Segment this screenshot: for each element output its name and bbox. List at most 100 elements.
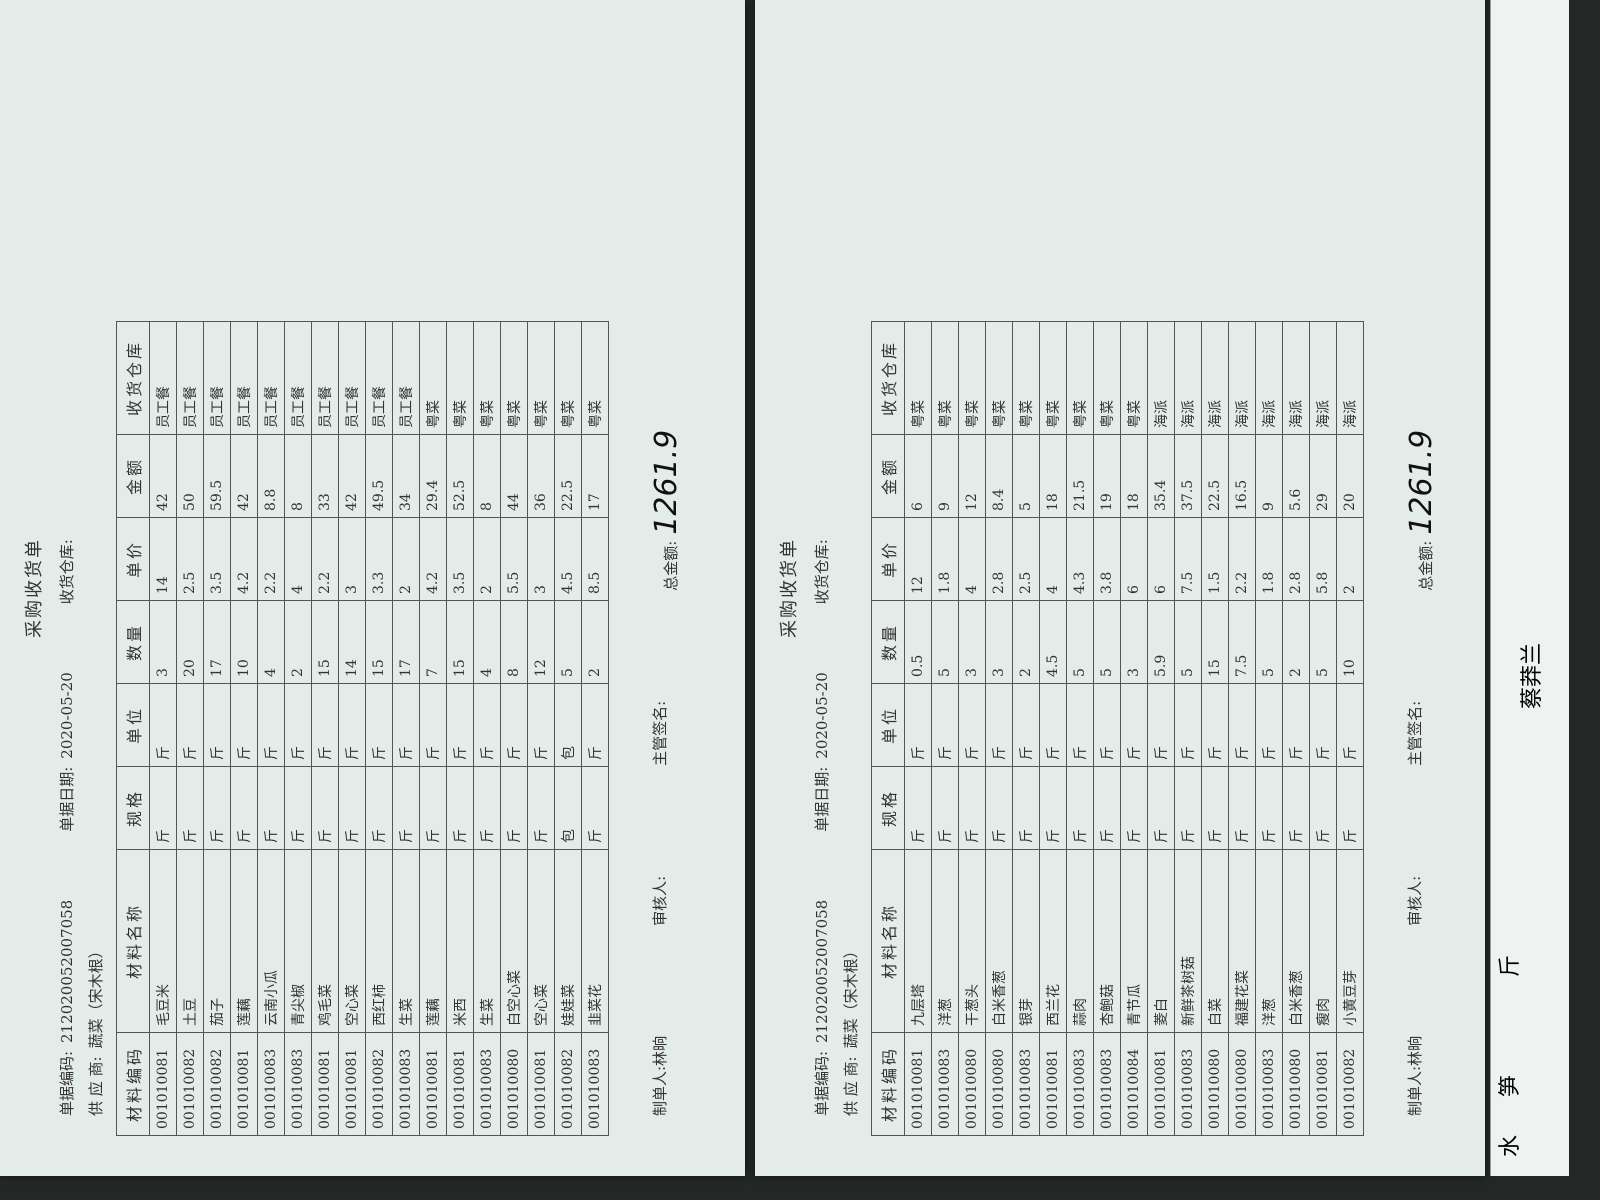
table-cell: 洋葱 <box>1255 849 1283 1033</box>
table-cell: 海派 <box>1309 321 1337 435</box>
table-cell: 瘦肉 <box>1309 849 1337 1033</box>
supervisor-label: 主管签名: <box>1406 700 1424 766</box>
supplier-label: 供 应 商: <box>842 1056 860 1116</box>
table-cell: 粤菜 <box>1093 321 1121 435</box>
table-cell: 云南小瓜 <box>257 849 285 1033</box>
table-row: 001010081 米西斤斤 15 3.5 52.5 粤菜 <box>446 321 474 1136</box>
table-row: 001010080 干葱头斤斤 3 4 12 粤菜 <box>958 321 986 1136</box>
table-cell: 15 <box>446 600 474 684</box>
column-header: 材料编码 <box>871 1032 905 1136</box>
table-cell: 九层塔 <box>904 849 932 1033</box>
table-cell: 6 <box>1147 517 1175 601</box>
table-cell: 斤 <box>985 683 1013 767</box>
table-cell: 001010083 <box>473 1032 501 1136</box>
table-cell: 斤 <box>1093 683 1121 767</box>
table-cell: 斤 <box>1228 766 1256 850</box>
footer-field: 主管签名: <box>1404 701 1439 766</box>
table-cell: 001010082 <box>554 1032 582 1136</box>
table-cell: 001010081 <box>1039 1032 1067 1136</box>
table-row: 001010084 青节瓜斤斤 3 6 18 粤菜 <box>1120 321 1148 1136</box>
table-cell: 空心菜 <box>338 849 366 1033</box>
date: 2020-05-20 <box>813 672 831 759</box>
table-row: 001010083 洋葱斤斤 5 1.8 9 粤菜 <box>931 321 959 1136</box>
footer-field: 制单人:林晌 <box>1404 1036 1439 1116</box>
table-cell: 粤菜 <box>554 321 582 435</box>
strip-text: 笋 <box>1498 1074 1524 1098</box>
table-cell: 斤 <box>1282 683 1310 767</box>
table-cell: 1.8 <box>1255 517 1283 601</box>
table-cell: 12 <box>904 517 932 601</box>
table-cell: 5 <box>554 600 582 684</box>
table-cell: 4.2 <box>230 517 258 601</box>
table-cell: 青节瓜 <box>1120 849 1148 1033</box>
maker-label: 制单人: <box>1406 1065 1424 1116</box>
table-cell: 15 <box>365 600 393 684</box>
table-cell: 斤 <box>284 683 312 767</box>
table-cell: 001010080 <box>958 1032 986 1136</box>
strip-text: 水 <box>1498 1134 1524 1158</box>
table-cell: 33 <box>311 434 339 518</box>
table-cell: 29.4 <box>419 434 447 518</box>
table-cell: 斤 <box>527 683 555 767</box>
table-cell: 3 <box>958 600 986 684</box>
table-cell: 42 <box>338 434 366 518</box>
table-row: 001010082 土豆斤斤 20 2.5 50 员工餐 <box>176 321 204 1136</box>
footer-field: 主管签名: <box>649 701 684 766</box>
table-cell: 18 <box>1120 434 1148 518</box>
table-cell: 001010083 <box>1093 1032 1121 1136</box>
meta-field: 单据编码: 212020052007058 <box>56 892 77 1116</box>
date: 2020-05-20 <box>58 672 76 759</box>
table-cell: 斤 <box>1255 683 1283 767</box>
table-cell: 001010083 <box>1174 1032 1202 1136</box>
receipt-table: 材料编码 材料名称 规格 单位 数量 单价 金额 收货仓库 001010081 九层塔斤斤 0.5 1… <box>871 321 1364 1136</box>
table-row: 001010083 洋葱斤斤 5 1.8 9 海派 <box>1255 321 1283 1136</box>
column-header: 材料编码 <box>116 1032 150 1136</box>
date-label: 单据日期: <box>58 766 76 832</box>
table-cell: 29 <box>1309 434 1337 518</box>
table-cell: 粤菜 <box>446 321 474 435</box>
table-row: 001010081 空心菜斤斤 12 3 36 粤菜 <box>527 321 555 1136</box>
table-cell: 粤菜 <box>1066 321 1094 435</box>
table-cell: 001010081 <box>311 1032 339 1136</box>
table-cell: 斤 <box>1039 683 1067 767</box>
table-cell: 8.8 <box>257 434 285 518</box>
table-cell: 001010080 <box>1228 1032 1256 1136</box>
table-cell: 蒜肉 <box>1066 849 1094 1033</box>
table-cell: 001010083 <box>284 1032 312 1136</box>
table-cell: 米西 <box>446 849 474 1033</box>
table-cell: 3.8 <box>1093 517 1121 601</box>
table-cell: 3.3 <box>365 517 393 601</box>
table-cell: 5 <box>1309 600 1337 684</box>
column-header: 数量 <box>871 600 905 684</box>
table-cell: 001010080 <box>985 1032 1013 1136</box>
table-cell: 粤菜 <box>419 321 447 435</box>
table-cell: 5.9 <box>1147 600 1175 684</box>
table-cell: 2 <box>1336 517 1364 601</box>
table-cell: 001010081 <box>1147 1032 1175 1136</box>
table-row: 001010081 莲藕斤斤 10 4.2 42 员工餐 <box>230 321 258 1136</box>
table-cell: 1.8 <box>931 517 959 601</box>
table-cell: 16.5 <box>1228 434 1256 518</box>
table-cell: 生菜 <box>392 849 420 1033</box>
table-cell: 斤 <box>1309 683 1337 767</box>
table-cell: 1.5 <box>1201 517 1229 601</box>
table-cell: 37.5 <box>1174 434 1202 518</box>
table-cell: 西兰花 <box>1039 849 1067 1033</box>
table-cell: 7.5 <box>1228 600 1256 684</box>
table-cell: 员工餐 <box>284 321 312 435</box>
table-cell: 斤 <box>1201 766 1229 850</box>
table-row: 001010083 云南小瓜斤斤 4 2.2 8.8 员工餐 <box>257 321 285 1136</box>
table-cell: 001010083 <box>392 1032 420 1136</box>
table-cell: 斤 <box>419 766 447 850</box>
receipt-sheet: 采购收货单 单据编码: 212020052007058 单据日期: 2020-05-20… <box>0 0 745 1176</box>
table-cell: 海派 <box>1228 321 1256 435</box>
table-cell: 粤菜 <box>581 321 609 435</box>
table-cell: 斤 <box>985 766 1013 850</box>
table-cell: 白米香葱 <box>985 849 1013 1033</box>
table-cell: 斤 <box>338 683 366 767</box>
table-cell: 3 <box>149 600 177 684</box>
table-cell: 9 <box>931 434 959 518</box>
table-cell: 斤 <box>500 766 528 850</box>
table-cell: 白空心菜 <box>500 849 528 1033</box>
table-cell: 粤菜 <box>931 321 959 435</box>
